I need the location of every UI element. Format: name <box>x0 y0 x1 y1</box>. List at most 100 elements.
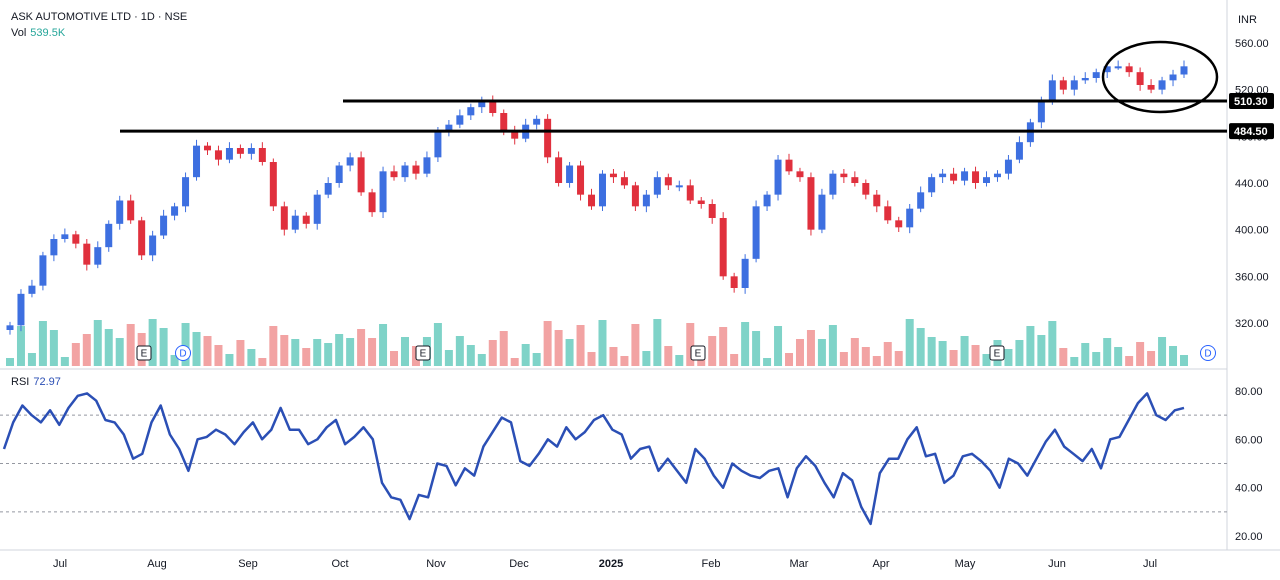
candle-body <box>50 239 58 256</box>
volume-bar <box>1015 340 1024 366</box>
volume-bar <box>499 331 508 366</box>
volume-bar <box>181 323 190 366</box>
volume-bar <box>1037 335 1046 366</box>
rsi-panel: 80.00 60.00 40.00 20.00 <box>0 386 1263 543</box>
volume-bar <box>960 336 969 366</box>
volume-bar <box>938 341 947 366</box>
volume-bar <box>927 337 936 366</box>
time-tick-label: Oct <box>331 558 348 570</box>
volume-legend: Vol 539.5K <box>11 27 65 40</box>
earnings-marker <box>415 345 431 361</box>
candle-body <box>533 118 541 125</box>
volume-bar <box>521 344 530 366</box>
volume-bar <box>236 340 245 366</box>
time-tick-label: Dec <box>509 558 529 570</box>
candle-body <box>149 235 157 256</box>
volume-bar <box>828 325 837 366</box>
candle-body <box>1125 66 1133 73</box>
currency-label: INR <box>1238 14 1257 26</box>
earnings-marker-label: E <box>695 349 702 360</box>
volume-bar <box>532 353 541 366</box>
volume-bar <box>400 337 409 366</box>
volume-bar <box>433 323 442 366</box>
candle-body <box>313 194 321 224</box>
price-tick-label: 320.00 <box>1235 318 1269 330</box>
volume-bar <box>653 319 662 366</box>
volume-bar <box>1092 352 1101 366</box>
time-tick-label: Aug <box>147 558 167 570</box>
candle-body <box>1103 66 1111 73</box>
volume-bar <box>598 320 607 366</box>
volume-bar <box>27 353 36 366</box>
rsi-tick-label: 60.00 <box>1235 434 1263 446</box>
volume-bar <box>806 330 815 366</box>
volume-bar <box>565 339 574 366</box>
candle-body <box>609 173 617 178</box>
candle-body <box>138 220 146 256</box>
candle-body <box>171 206 179 216</box>
candle-body <box>785 159 793 172</box>
volume-bar <box>795 339 804 366</box>
time-tick-label: Mar <box>790 558 809 570</box>
candle-body <box>1114 66 1122 69</box>
volume-bar <box>916 328 925 366</box>
candle-body <box>555 157 563 183</box>
candle-body <box>1081 78 1089 81</box>
volume-bar <box>1081 343 1090 366</box>
level-price-label: 510.30 <box>1234 96 1268 108</box>
candle-body <box>719 218 727 277</box>
candle-body <box>961 171 969 181</box>
candle-body <box>445 124 453 131</box>
candle-body <box>335 165 343 183</box>
candle-body <box>269 162 277 207</box>
candle-body <box>873 194 881 207</box>
candle-body <box>423 157 431 174</box>
candle-body <box>675 185 683 188</box>
time-tick-label: Jun <box>1048 558 1066 570</box>
volume-bar <box>1070 357 1079 366</box>
volume-bar <box>719 327 728 366</box>
volume-bar <box>368 338 377 366</box>
volume-bar <box>763 358 772 366</box>
earnings-marker <box>690 345 706 361</box>
earnings-marker <box>989 345 1005 361</box>
rsi-tick-label: 40.00 <box>1235 483 1263 495</box>
dividend-marker-label: D <box>1204 349 1211 360</box>
earnings-marker-label: E <box>141 349 148 360</box>
volume-bar <box>850 338 859 366</box>
candle-body <box>291 215 299 230</box>
candle-body <box>17 293 25 326</box>
candle-body <box>588 194 596 207</box>
candle-body <box>324 183 332 195</box>
price-tick-label: 400.00 <box>1235 225 1269 237</box>
candle-body <box>1180 66 1188 75</box>
candle-body <box>116 200 124 224</box>
volume-bar <box>170 355 179 366</box>
volume-bar <box>785 353 794 366</box>
candle-body <box>94 247 102 265</box>
volume-bar <box>225 354 234 366</box>
candle-body <box>182 177 190 207</box>
candle-body <box>302 215 310 224</box>
candle-body <box>105 223 113 248</box>
candle-body <box>895 220 903 228</box>
candle-body <box>631 185 639 207</box>
earnings-marker-label: E <box>994 349 1001 360</box>
candle-body <box>884 206 892 221</box>
candle-body <box>61 234 69 239</box>
candle-body <box>928 177 936 193</box>
volume-bar <box>861 347 870 366</box>
volume-bar <box>93 320 102 366</box>
candle-body <box>247 148 255 154</box>
volume-bar <box>609 347 618 366</box>
candle-body <box>478 101 486 108</box>
time-tick-label: Sep <box>238 558 258 570</box>
candle-body <box>511 130 519 139</box>
volume-bar <box>313 339 322 366</box>
volume-bar <box>477 354 486 366</box>
candle-body <box>1136 72 1144 85</box>
level-price-tag <box>1229 123 1274 140</box>
volume-bar <box>302 348 311 366</box>
